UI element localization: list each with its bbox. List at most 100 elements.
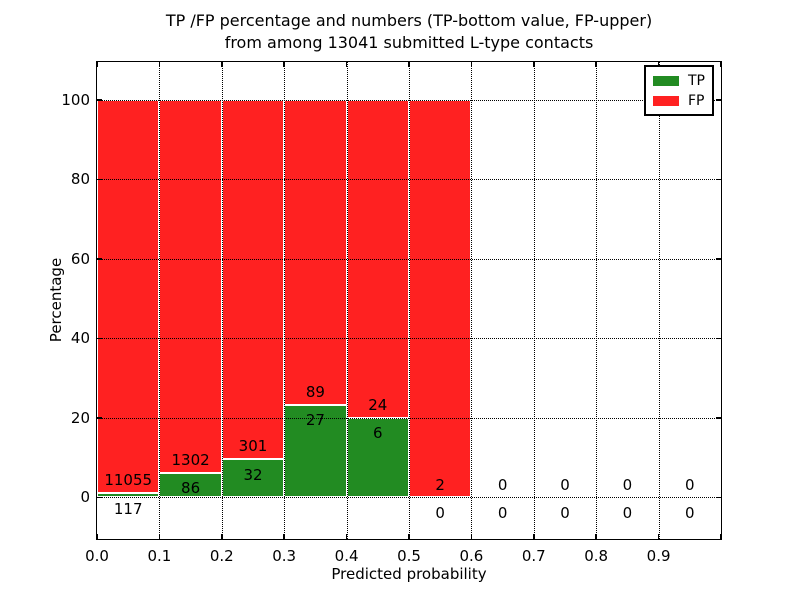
vertical-gridline [409, 62, 410, 539]
x-tick-label: 0.3 [272, 547, 297, 565]
x-axis-label: Predicted probability [331, 565, 487, 583]
tp-count-label: 6 [373, 424, 383, 443]
fp-count-label: 2 [435, 475, 445, 494]
fp-bar-segment [284, 99, 347, 405]
x-tick-label: 0.7 [521, 547, 546, 565]
tp-bar-segment [284, 404, 347, 498]
y-tick-mark-right [716, 178, 721, 180]
x-tick-label: 0.8 [584, 547, 609, 565]
x-tick-mark-top [533, 62, 535, 67]
chart-title-line2: from among 13041 submitted L-type contac… [224, 33, 594, 52]
y-tick-label: 40 [70, 329, 90, 348]
vertical-gridline [596, 62, 598, 539]
horizontal-gridline [97, 497, 721, 499]
y-tick-label: 80 [70, 170, 90, 189]
y-tick-mark [97, 496, 102, 498]
fp-count-label: 0 [685, 475, 695, 494]
y-tick-mark-right [716, 496, 721, 498]
fp-count-label: 11055 [104, 471, 153, 490]
fp-count-label: 89 [305, 383, 325, 402]
vertical-gridline [471, 62, 473, 539]
x-tick-label: 0.9 [646, 547, 671, 565]
fp-bar-segment [221, 99, 285, 460]
x-tick-mark-top [345, 62, 348, 67]
tp-count-label: 0 [497, 503, 508, 522]
y-tick-mark [97, 337, 102, 339]
legend-label-tp: TP [688, 72, 705, 89]
x-tick-mark [96, 534, 98, 539]
x-tick-mark-top [408, 62, 410, 67]
x-tick-label: 0.4 [334, 547, 359, 565]
tp-bar-segment [97, 493, 160, 498]
y-tick-mark [97, 258, 102, 260]
legend-item-tp: TP [653, 72, 705, 89]
tp-count-label: 32 [243, 465, 263, 484]
x-tick-mark-top [470, 62, 473, 67]
tp-count-label: 0 [560, 503, 570, 522]
x-tick-mark-top [221, 62, 223, 67]
x-tick-mark-top [96, 62, 98, 67]
x-tick-mark [657, 534, 660, 539]
fp-color-swatch [653, 95, 679, 106]
x-tick-mark [533, 534, 535, 539]
y-tick-mark-right [716, 99, 721, 101]
x-tick-mark [345, 534, 348, 539]
tp-count-label: 117 [113, 499, 143, 518]
legend-item-fp: FP [653, 92, 705, 109]
fp-count-label: 1302 [171, 450, 210, 469]
x-tick-mark [595, 534, 597, 539]
vertical-gridline [221, 62, 223, 539]
fp-bar-segment [159, 99, 222, 473]
tp-count-label: 86 [181, 479, 201, 498]
fp-count-label: 0 [560, 475, 570, 494]
x-tick-mark [158, 534, 161, 539]
vertical-gridline [346, 62, 348, 539]
legend: TP FP [644, 65, 714, 116]
x-tick-mark [283, 534, 285, 539]
horizontal-gridline [97, 338, 721, 340]
vertical-gridline [533, 62, 535, 539]
x-tick-mark-top [720, 62, 722, 67]
chart-title-line1: TP /FP percentage and numbers (TP-bottom… [165, 11, 653, 30]
tp-bar-segment [221, 459, 285, 498]
horizontal-gridline [97, 179, 721, 181]
fp-bar-segment [97, 99, 160, 494]
y-tick-mark-right [716, 337, 721, 339]
y-tick-label: 20 [70, 408, 90, 427]
vertical-gridline [284, 62, 286, 539]
x-tick-mark-top [595, 62, 597, 67]
x-tick-label: 0.6 [459, 547, 484, 565]
tp-count-label: 0 [685, 503, 695, 522]
x-tick-mark [470, 534, 473, 539]
tp-bar-segment [159, 472, 222, 498]
x-tick-mark [720, 534, 722, 539]
fp-count-label: 24 [368, 396, 388, 415]
y-tick-mark [97, 417, 102, 419]
x-tick-mark-top [158, 62, 161, 67]
y-tick-mark-right [716, 258, 721, 260]
x-tick-mark [221, 534, 223, 539]
y-tick-label: 100 [61, 90, 90, 109]
horizontal-gridline [97, 417, 721, 419]
horizontal-gridline [97, 99, 721, 101]
fp-count-label: 0 [497, 475, 508, 494]
y-tick-mark [97, 178, 102, 180]
y-tick-label: 0 [80, 488, 90, 507]
x-tick-mark-top [657, 62, 660, 67]
x-tick-label: 0.1 [147, 547, 172, 565]
chart-title: TP /FP percentage and numbers (TP-bottom… [97, 10, 721, 54]
fp-bar-segment [409, 99, 472, 498]
y-tick-mark-right [716, 417, 721, 419]
x-tick-label: 0.0 [85, 547, 109, 565]
x-tick-label: 0.5 [397, 547, 421, 565]
legend-label-fp: FP [688, 92, 705, 109]
x-tick-mark [408, 534, 410, 539]
fp-count-label: 301 [238, 437, 268, 456]
tp-count-label: 0 [435, 503, 445, 522]
tp-color-swatch [653, 75, 679, 86]
y-tick-mark [97, 99, 102, 101]
x-tick-mark-top [283, 62, 285, 67]
tp-count-label: 0 [622, 503, 633, 522]
tp-count-label: 27 [305, 411, 325, 430]
